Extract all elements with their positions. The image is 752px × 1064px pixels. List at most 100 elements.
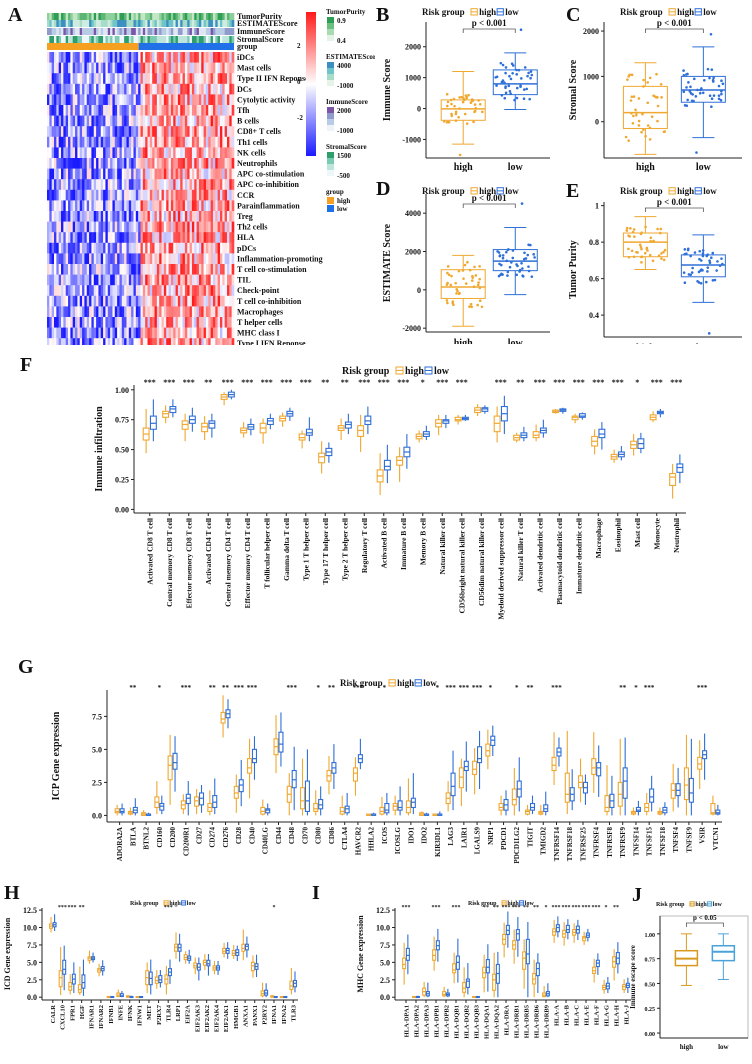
heatmap-cell bbox=[135, 189, 139, 201]
annotation-cell bbox=[93, 28, 97, 35]
heatmap-cell bbox=[117, 211, 120, 222]
significance-label: *** bbox=[452, 905, 461, 911]
heatmap-cell bbox=[103, 211, 106, 222]
heatmap-cell bbox=[93, 264, 97, 275]
heatmap-cell bbox=[82, 136, 85, 148]
heatmap-cell bbox=[121, 115, 125, 127]
annotation-cell bbox=[229, 13, 232, 20]
data-point bbox=[625, 226, 629, 230]
heatmap-cell bbox=[126, 168, 130, 180]
y-tick-label: 1000 bbox=[583, 72, 599, 81]
heatmap-cell bbox=[229, 306, 232, 318]
heatmap-cell bbox=[91, 105, 95, 116]
annotation-cell bbox=[98, 20, 102, 27]
panel-label-a: A bbox=[8, 4, 23, 26]
heatmap-cell bbox=[135, 264, 139, 275]
x-tick-label: TNFRSF25 bbox=[579, 827, 587, 862]
heatmap-cell bbox=[191, 179, 195, 191]
significance-label: ** bbox=[204, 378, 212, 387]
heatmap-cell bbox=[138, 200, 141, 212]
heatmap-cell bbox=[219, 264, 223, 275]
heatmap-cell bbox=[131, 338, 134, 345]
heatmap-cell bbox=[187, 242, 190, 254]
heatmap-cell bbox=[215, 158, 218, 169]
heatmap-cell bbox=[79, 136, 83, 148]
heatmap-cell bbox=[226, 105, 230, 116]
heatmap-cell bbox=[107, 105, 111, 116]
box-low bbox=[212, 795, 218, 809]
data-point bbox=[457, 292, 461, 296]
annotation-cell bbox=[128, 20, 132, 27]
heatmap-cell bbox=[51, 211, 55, 222]
legend-swatch bbox=[327, 35, 334, 41]
heatmap-cell bbox=[61, 253, 64, 265]
heatmap-cell bbox=[224, 274, 228, 286]
heatmap-cell bbox=[61, 285, 64, 297]
x-tick-label: Gamma delta T cell bbox=[282, 518, 291, 581]
data-point bbox=[451, 300, 455, 303]
heatmap-cell bbox=[82, 147, 85, 159]
heatmap-cell bbox=[47, 200, 50, 212]
heatmap-cell bbox=[126, 83, 130, 95]
data-point bbox=[712, 80, 715, 83]
heatmap-cell bbox=[135, 338, 139, 345]
annotation-cell bbox=[77, 28, 81, 35]
heatmap-cell bbox=[175, 242, 179, 254]
heatmap-cell bbox=[212, 126, 216, 138]
heatmap-cell bbox=[117, 73, 120, 85]
box-low bbox=[185, 793, 191, 805]
heatmap-cell bbox=[222, 327, 225, 339]
heatmap-cell bbox=[61, 126, 64, 138]
heatmap-cell bbox=[70, 126, 74, 138]
heatmap-cell bbox=[105, 52, 109, 63]
heatmap-cell bbox=[145, 200, 148, 212]
data-point bbox=[650, 115, 654, 119]
heatmap-row-label: Macrophages bbox=[237, 307, 283, 316]
heatmap-cell bbox=[84, 274, 88, 286]
heatmap-cell bbox=[61, 189, 64, 201]
heatmap-cell bbox=[51, 264, 55, 275]
heatmap-cell bbox=[121, 264, 125, 275]
heatmap-cell bbox=[75, 211, 78, 222]
data-point bbox=[530, 275, 534, 278]
data-point bbox=[497, 251, 501, 254]
data-point bbox=[450, 274, 453, 278]
panel-label-c: C bbox=[566, 4, 581, 26]
heatmap-cell bbox=[61, 232, 64, 244]
heatmap-cell bbox=[93, 115, 97, 127]
heatmap-cell bbox=[86, 158, 90, 169]
heatmap-cell bbox=[131, 327, 134, 339]
heatmap-cell bbox=[96, 105, 99, 116]
heatmap-cell bbox=[89, 136, 92, 148]
x-tick-label: Type 17 T helper cell bbox=[321, 518, 330, 585]
heatmap-cell bbox=[68, 189, 71, 201]
heatmap-cell bbox=[77, 285, 81, 297]
legend-title: Risk group bbox=[342, 366, 390, 377]
data-point bbox=[450, 102, 453, 106]
heatmap-cell bbox=[63, 126, 66, 138]
heatmap-row-label: DCs bbox=[237, 85, 252, 94]
data-point bbox=[627, 234, 630, 237]
legend-item: high bbox=[337, 197, 350, 205]
heatmap-cell bbox=[70, 189, 74, 201]
heatmap-cell bbox=[159, 179, 162, 191]
heatmap-cell bbox=[128, 179, 132, 191]
heatmap-cell bbox=[89, 232, 92, 244]
heatmap-cell bbox=[182, 168, 186, 180]
heatmap-cell bbox=[51, 147, 55, 159]
heatmap-cell bbox=[117, 83, 120, 95]
heatmap-cell bbox=[142, 147, 146, 159]
heatmap-cell bbox=[229, 147, 232, 159]
annotation-cell bbox=[159, 20, 162, 27]
annotation-cell bbox=[117, 13, 120, 20]
heatmap-cell bbox=[189, 52, 193, 63]
heatmap-cell bbox=[51, 242, 55, 254]
heatmap-cell bbox=[222, 189, 225, 201]
heatmap-cell bbox=[63, 136, 66, 148]
heatmap-cell bbox=[100, 306, 104, 318]
data-point bbox=[713, 278, 717, 282]
heatmap-cell bbox=[175, 338, 179, 345]
heatmap-cell bbox=[205, 327, 209, 339]
data-point bbox=[640, 130, 643, 134]
heatmap-cell bbox=[191, 73, 195, 85]
